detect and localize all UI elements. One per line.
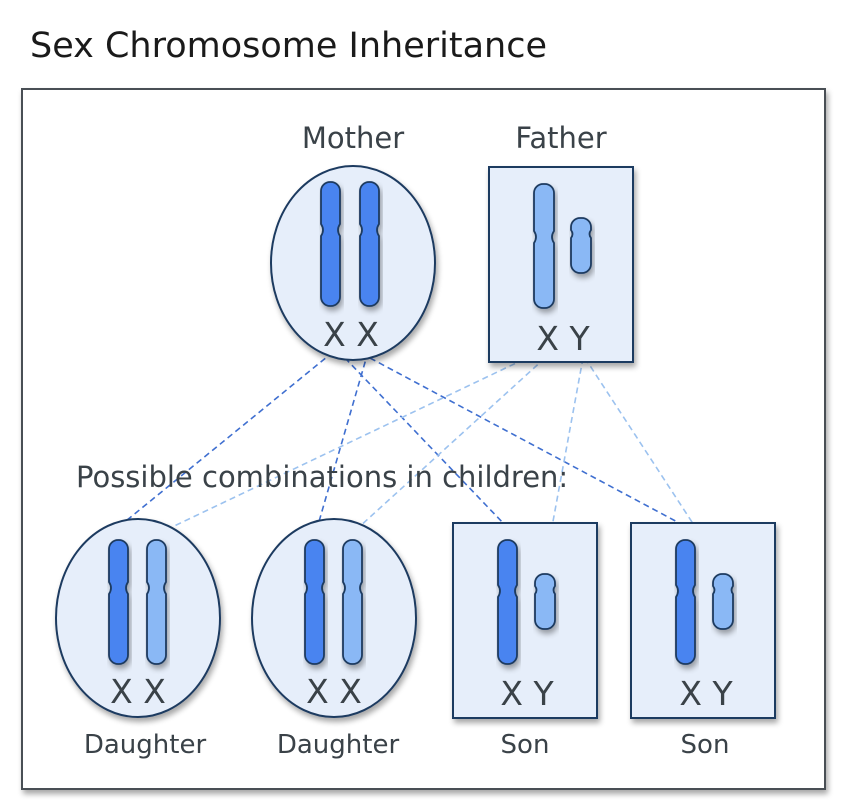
- daughter-1-chromosome-symbols: X X: [110, 672, 166, 711]
- son-2-chromosome-symbols: X Y: [679, 674, 733, 713]
- inheritance-lines: [120, 351, 723, 569]
- son-1-cell-body: [452, 522, 598, 719]
- father-y-chromosome: [570, 217, 592, 274]
- son-2-cell-body: [630, 522, 776, 719]
- line-father-x-daughter1: [169, 354, 534, 529]
- mother-cell: Mother X X: [270, 121, 436, 361]
- mother-cell-body: [270, 165, 436, 361]
- daughter-2-cell-body: [251, 518, 417, 718]
- father-label: Father: [515, 121, 606, 155]
- child-son-1: X Y Son: [452, 522, 598, 760]
- combinations-subtitle: Possible combinations in children:: [76, 460, 568, 494]
- mother-x-chromosome-2: [359, 181, 380, 307]
- line-father-y-son2: [584, 357, 723, 569]
- son-2-maternal-x: [675, 539, 696, 665]
- line-mother-x1-daughter1: [120, 351, 334, 526]
- diagram-title: Sex Chromosome Inheritance: [30, 26, 547, 66]
- son-1-paternal-y: [534, 573, 556, 630]
- line-mother-x2-daughter2: [317, 351, 369, 526]
- line-mother-x2-son2: [369, 357, 684, 526]
- daughter-1-cell-body: [55, 518, 221, 718]
- child-son-2: X Y Son: [630, 522, 776, 760]
- daughter-2-maternal-x: [304, 539, 325, 665]
- mother-chromosome-symbols: X X: [323, 315, 379, 354]
- son-2-label: Son: [681, 730, 730, 760]
- father-chromosome-symbols: X Y: [536, 319, 590, 358]
- son-1-label: Son: [501, 730, 550, 760]
- father-x-chromosome: [533, 183, 555, 309]
- mother-x-chromosome-1: [320, 181, 341, 307]
- daughter-1-label: Daughter: [84, 730, 207, 760]
- mother-label: Mother: [302, 121, 404, 155]
- daughter-1-paternal-x: [146, 539, 167, 665]
- son-2-paternal-y: [712, 573, 734, 630]
- line-mother-x1-son1: [344, 357, 506, 526]
- daughter-1-maternal-x: [108, 539, 129, 665]
- daughter-2-chromosome-symbols: X X: [306, 672, 362, 711]
- father-cell: Father X Y: [488, 121, 634, 363]
- line-father-x-daughter2: [357, 357, 546, 529]
- son-1-chromosome-symbols: X Y: [500, 674, 554, 713]
- father-cell-body: [488, 166, 634, 363]
- son-1-maternal-x: [497, 539, 518, 665]
- daughter-2-label: Daughter: [277, 730, 400, 760]
- child-daughter-2: X X Daughter: [251, 518, 417, 760]
- child-daughter-1: X X Daughter: [55, 518, 221, 760]
- daughter-2-paternal-x: [342, 539, 363, 665]
